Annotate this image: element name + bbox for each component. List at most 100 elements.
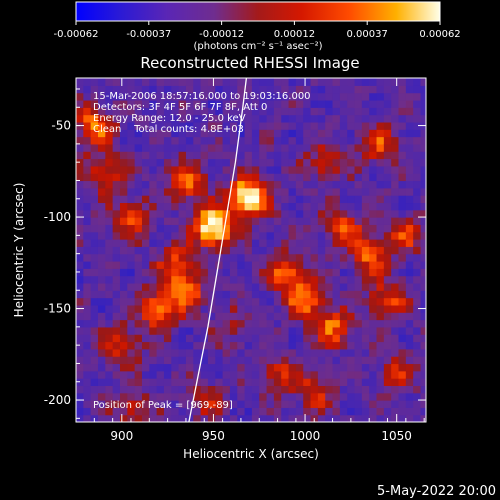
heatmap-cell bbox=[420, 282, 426, 291]
heatmap-cell bbox=[112, 217, 121, 225]
heatmap-cell bbox=[259, 114, 268, 123]
heatmap-cell bbox=[222, 136, 231, 145]
solar-limb-line bbox=[188, 78, 248, 422]
heatmap-cell bbox=[295, 209, 304, 218]
heatmap-cell bbox=[222, 363, 231, 372]
heatmap-cell bbox=[405, 78, 414, 86]
heatmap-cell bbox=[76, 224, 84, 233]
heatmap-cell bbox=[332, 231, 341, 240]
heatmap-cell bbox=[156, 326, 165, 335]
heatmap-cell bbox=[163, 312, 172, 321]
heatmap-cell bbox=[215, 385, 224, 394]
heatmap-cell bbox=[347, 363, 356, 372]
heatmap-cell bbox=[295, 356, 304, 365]
heatmap-cell bbox=[376, 217, 385, 225]
heatmap-cell bbox=[405, 165, 414, 174]
heatmap-cell bbox=[317, 297, 326, 306]
heatmap-cell bbox=[76, 319, 84, 328]
heatmap-cell bbox=[303, 92, 312, 101]
heatmap-cell bbox=[83, 209, 92, 218]
heatmap-cell bbox=[325, 378, 334, 387]
heatmap-cell bbox=[222, 341, 231, 350]
heatmap-cell bbox=[105, 92, 114, 101]
heatmap-cell bbox=[354, 195, 363, 204]
heatmap-cell bbox=[303, 158, 312, 167]
heatmap-cell bbox=[141, 282, 150, 291]
heatmap-cell bbox=[413, 158, 422, 167]
heatmap-cell bbox=[251, 304, 260, 313]
heatmap-cell bbox=[325, 187, 334, 196]
heatmap-cell bbox=[105, 158, 114, 167]
heatmap-cell bbox=[90, 275, 99, 284]
heatmap-cell bbox=[398, 114, 407, 123]
heatmap-cell bbox=[207, 326, 216, 335]
heatmap-cell bbox=[295, 121, 304, 130]
heatmap-cell bbox=[391, 319, 400, 328]
heatmap-cell bbox=[83, 136, 92, 145]
heatmap-cell bbox=[259, 209, 268, 218]
heatmap-cell bbox=[339, 319, 348, 328]
heatmap-cell bbox=[303, 363, 312, 372]
heatmap-cell bbox=[420, 385, 426, 394]
heatmap-cell bbox=[193, 253, 202, 262]
heatmap-cell bbox=[413, 275, 422, 284]
heatmap-cell bbox=[383, 158, 392, 167]
heatmap-cell bbox=[229, 275, 238, 284]
heatmap-cell bbox=[391, 363, 400, 372]
heatmap-cell bbox=[141, 392, 150, 401]
heatmap-cell bbox=[171, 356, 180, 365]
heatmap-cell bbox=[347, 114, 356, 123]
heatmap-cell bbox=[163, 253, 172, 262]
heatmap-cell bbox=[163, 363, 172, 372]
heatmap-cell bbox=[325, 304, 334, 313]
heatmap-cell bbox=[207, 378, 216, 387]
heatmap-cell bbox=[347, 231, 356, 240]
heatmap-cell bbox=[347, 282, 356, 291]
heatmap-cell bbox=[185, 297, 194, 306]
heatmap-cell bbox=[163, 378, 172, 387]
heatmap-cell bbox=[259, 341, 268, 350]
heatmap-cell bbox=[200, 209, 209, 218]
heatmap-cell bbox=[266, 246, 275, 255]
heatmap-cell bbox=[149, 363, 158, 372]
heatmap-cell bbox=[281, 326, 290, 335]
heatmap-cell bbox=[332, 282, 341, 291]
heatmap-cell bbox=[317, 180, 326, 189]
heatmap-cell bbox=[405, 107, 414, 116]
heatmap-cell bbox=[215, 217, 224, 225]
heatmap-cell bbox=[281, 187, 290, 196]
heatmap-cell bbox=[317, 78, 326, 86]
heatmap-cell bbox=[97, 275, 106, 284]
heatmap-cell bbox=[90, 136, 99, 145]
heatmap-cell bbox=[119, 253, 128, 262]
heatmap-cell bbox=[310, 334, 319, 343]
heatmap-cell bbox=[273, 114, 282, 123]
heatmap-cell bbox=[325, 400, 334, 408]
heatmap-cell bbox=[398, 239, 407, 247]
heatmap-cell bbox=[222, 78, 231, 86]
heatmap-cell bbox=[149, 143, 158, 152]
heatmap-cell bbox=[185, 99, 194, 108]
heatmap-cell bbox=[251, 312, 260, 321]
heatmap-cell bbox=[376, 370, 385, 379]
heatmap-cell bbox=[229, 114, 238, 123]
heatmap-cell bbox=[90, 202, 99, 211]
heatmap-cell bbox=[163, 209, 172, 218]
heatmap-cell bbox=[237, 78, 246, 86]
heatmap-cell bbox=[317, 121, 326, 130]
heatmap-cell bbox=[361, 400, 370, 408]
heatmap-cell bbox=[200, 312, 209, 321]
heatmap-cell bbox=[273, 304, 282, 313]
heatmap-cell bbox=[215, 304, 224, 313]
heatmap-cell bbox=[413, 180, 422, 189]
heatmap-cell bbox=[207, 312, 216, 321]
heatmap-cell bbox=[105, 180, 114, 189]
heatmap-cell bbox=[193, 312, 202, 321]
heatmap-cell bbox=[222, 304, 231, 313]
heatmap-cell bbox=[185, 180, 194, 189]
colorbar-tick-label: 0.00012 bbox=[274, 29, 315, 40]
heatmap-cell bbox=[295, 260, 304, 269]
heatmap-cell bbox=[405, 290, 414, 299]
heatmap-cell bbox=[90, 239, 99, 247]
heatmap-cell bbox=[354, 414, 363, 422]
